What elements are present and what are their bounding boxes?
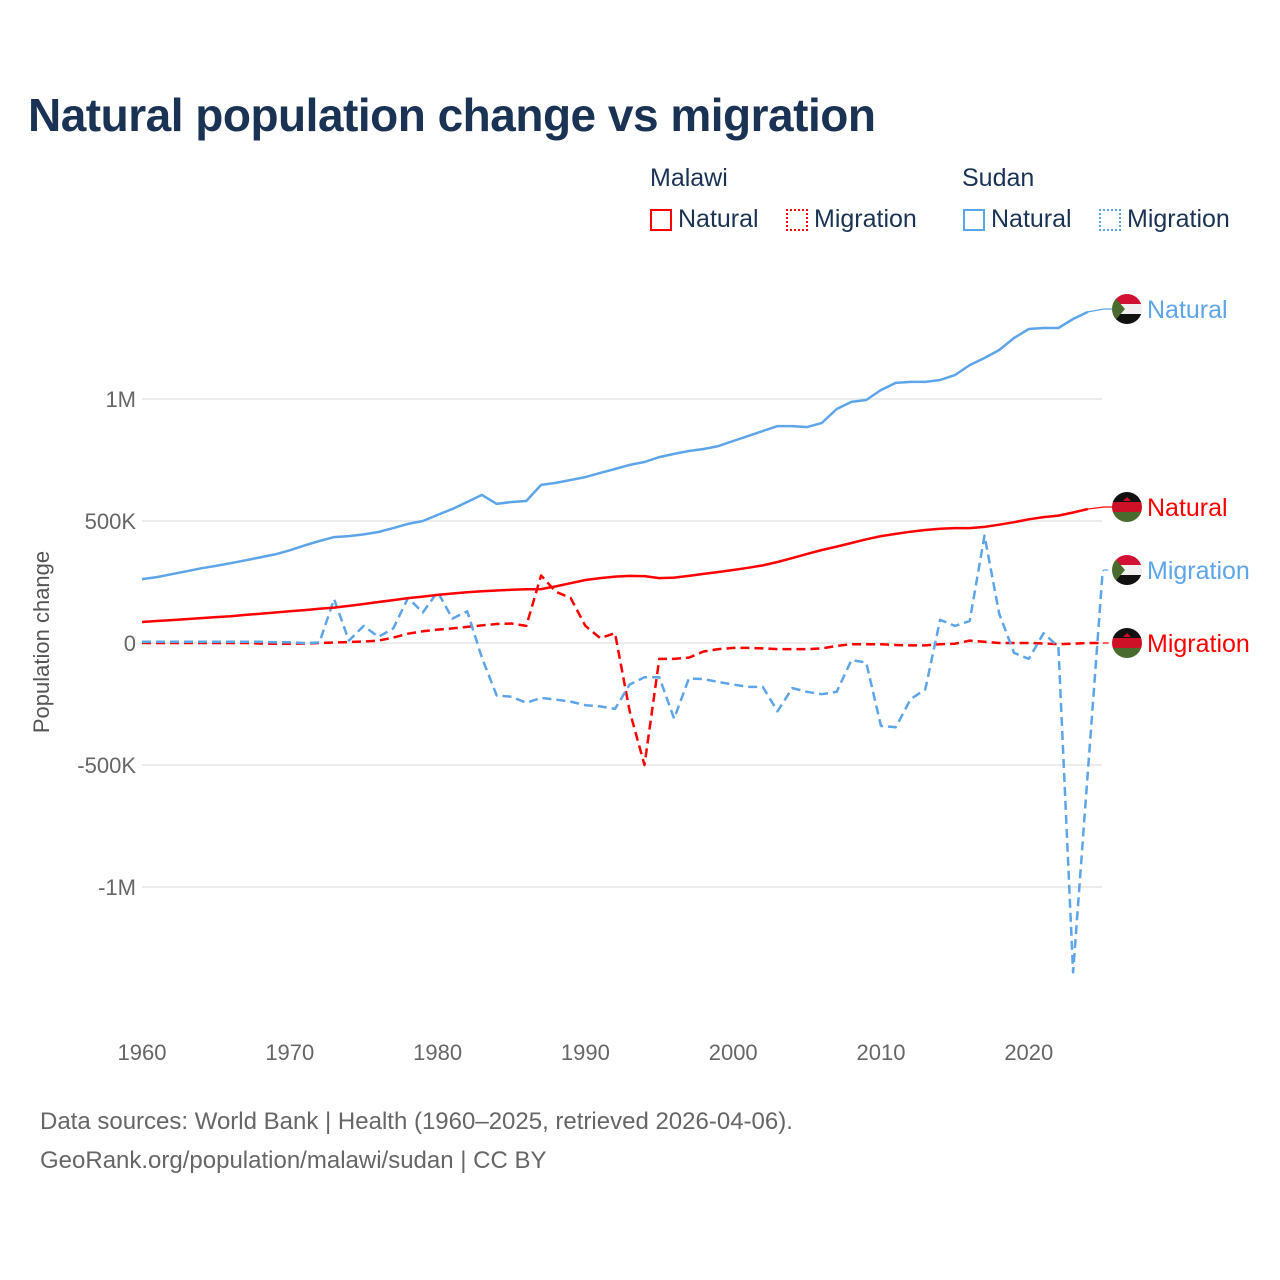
footer-url[interactable]: GeoRank.org/population/malawi/sudan | CC… bbox=[40, 1147, 547, 1174]
end-label-malawi-migration: Migration bbox=[1147, 630, 1250, 658]
end-label-malawi-natural: Natural bbox=[1147, 494, 1228, 522]
legend-malawi-natural[interactable]: Natural bbox=[650, 205, 759, 234]
y-tick-label: 0 bbox=[124, 631, 136, 656]
y-tick-label: 500K bbox=[85, 509, 137, 534]
malawi-flag-icon bbox=[1112, 492, 1142, 522]
sudan-flag-icon bbox=[1112, 555, 1142, 585]
legend-label: Natural bbox=[991, 205, 1072, 233]
end-label-connector bbox=[1087, 506, 1113, 510]
sudan-flag-icon bbox=[1112, 294, 1142, 324]
series-line-malawi-migration bbox=[142, 574, 1103, 767]
legend-label: Migration bbox=[814, 205, 917, 233]
legend-group-sudan: Sudan bbox=[962, 164, 1035, 192]
series-line-sudan-natural bbox=[141, 310, 1089, 581]
end-label-sudan-migration: Migration bbox=[1147, 557, 1250, 585]
legend-group-malawi: Malawi bbox=[650, 164, 728, 192]
x-tick-label: 2020 bbox=[1004, 1040, 1053, 1065]
y-tick-label: 1M bbox=[105, 387, 136, 412]
legend-malawi-migration[interactable]: Migration bbox=[786, 205, 917, 234]
x-tick-label: 1990 bbox=[561, 1040, 610, 1065]
legend-swatch-dotted bbox=[1099, 208, 1121, 231]
x-tick-label: 2000 bbox=[709, 1040, 758, 1065]
x-tick-label: 2010 bbox=[857, 1040, 906, 1065]
series-line-sudan-migration bbox=[142, 534, 1104, 974]
series-line-malawi-natural bbox=[141, 507, 1089, 624]
x-tick-label: 1960 bbox=[118, 1040, 167, 1065]
legend-swatch-dotted bbox=[786, 208, 808, 231]
legend-sudan-migration[interactable]: Migration bbox=[1099, 205, 1230, 234]
legend-swatch-solid bbox=[963, 208, 985, 231]
end-label-connector bbox=[1102, 569, 1113, 572]
legend-label: Natural bbox=[678, 205, 759, 233]
legend-swatch-solid bbox=[650, 208, 672, 231]
legend-label: Migration bbox=[1127, 205, 1230, 233]
end-label-connector bbox=[1087, 308, 1113, 313]
x-tick-label: 1980 bbox=[413, 1040, 462, 1065]
x-tick-label: 1970 bbox=[265, 1040, 314, 1065]
y-tick-label: -1M bbox=[98, 875, 136, 900]
chart-title: Natural population change vs migration bbox=[28, 89, 876, 141]
end-label-sudan-natural: Natural bbox=[1147, 296, 1228, 324]
legend-sudan-natural[interactable]: Natural bbox=[963, 205, 1072, 234]
malawi-flag-icon bbox=[1112, 628, 1142, 658]
y-tick-label: -500K bbox=[77, 753, 136, 778]
footer-sources: Data sources: World Bank | Health (1960–… bbox=[40, 1108, 793, 1135]
